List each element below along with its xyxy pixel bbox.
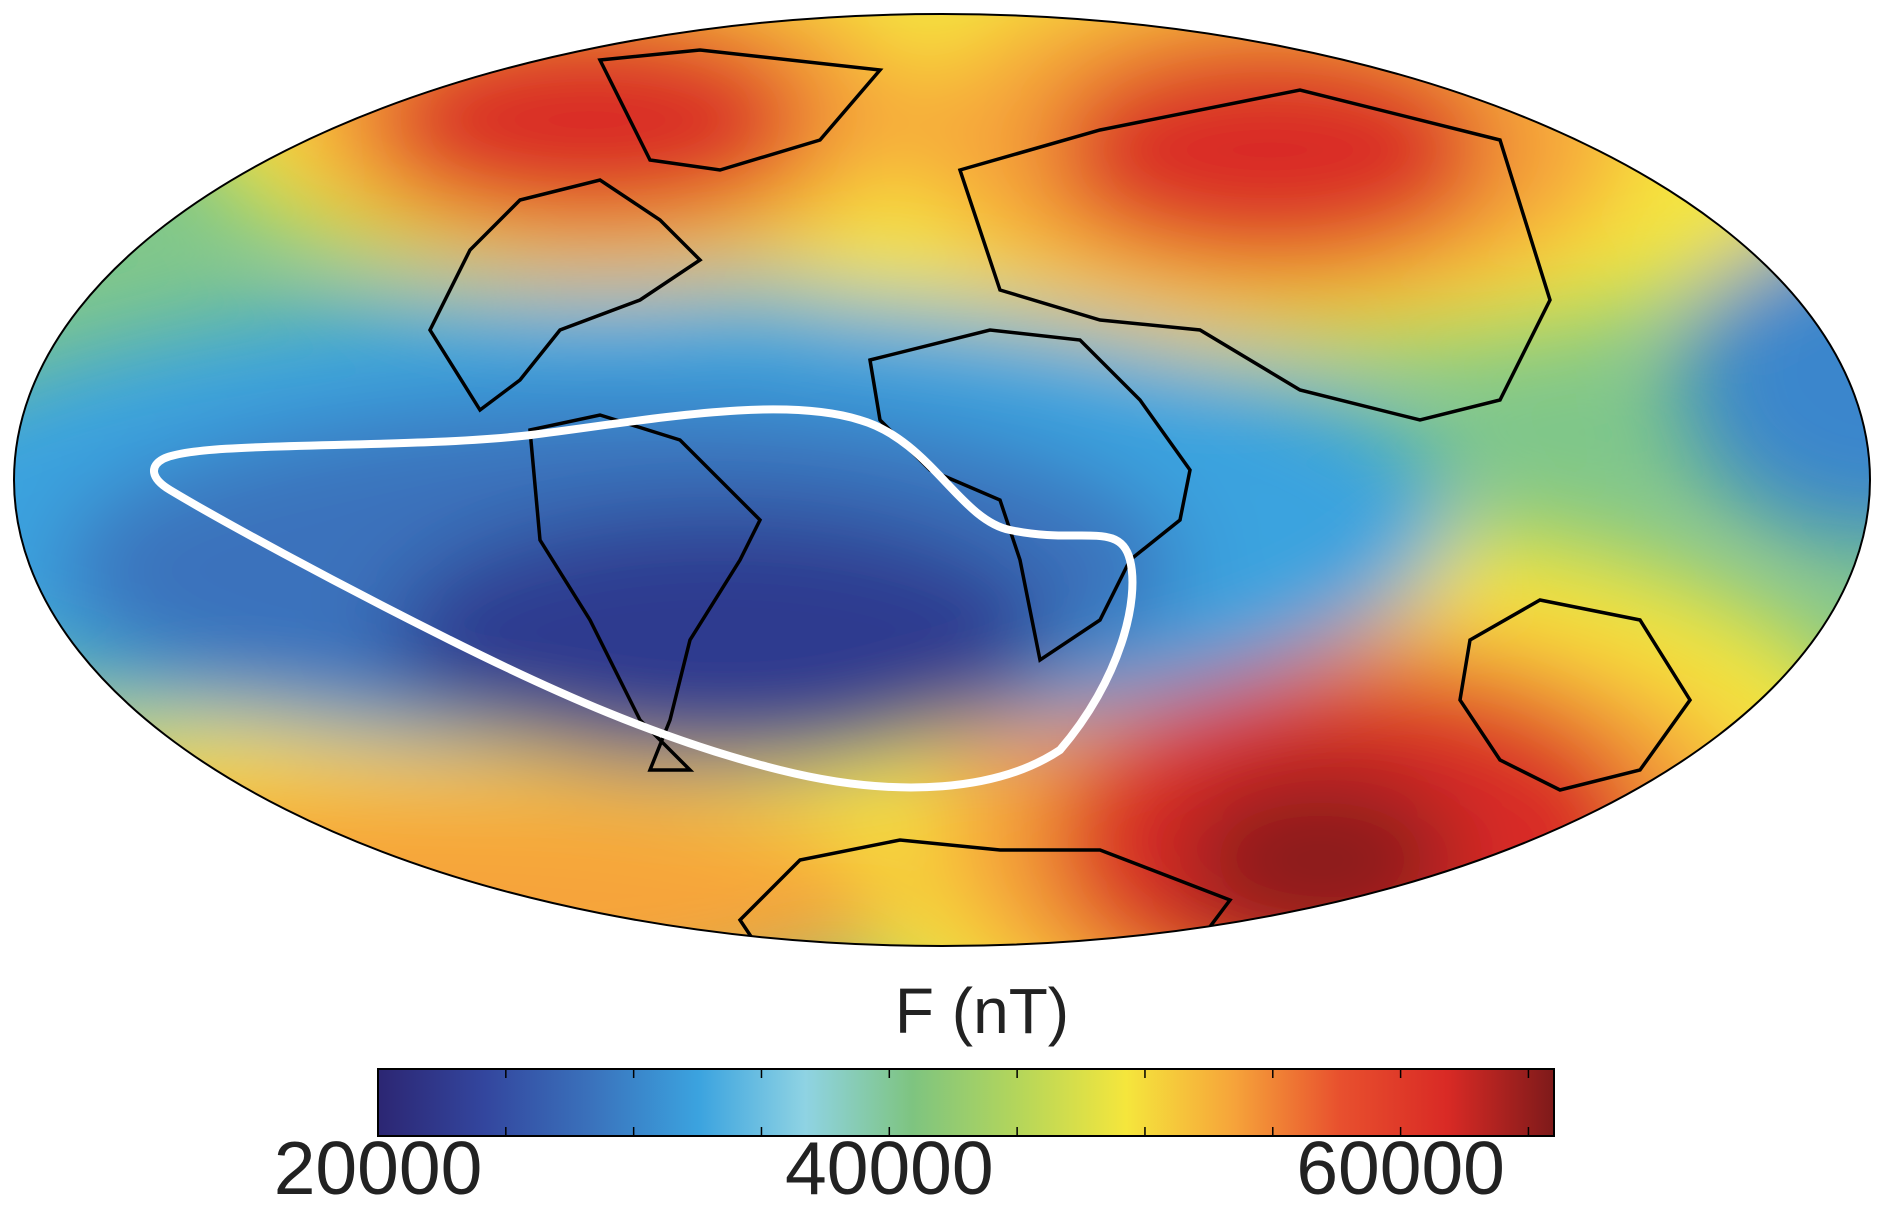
tick-label: 20000 — [274, 1126, 483, 1210]
colorbar: 20000 40000 60000 — [274, 1068, 1555, 1210]
coastlines — [427, 48, 1693, 946]
map-frame — [13, 13, 1871, 947]
tick-label: 40000 — [785, 1126, 994, 1210]
tick-label: 60000 — [1296, 1126, 1505, 1210]
colorbar-title: F (nT) — [895, 975, 1069, 1047]
anomaly-contour — [150, 405, 1137, 792]
colorbar-gradient — [377, 1068, 1555, 1137]
field-map — [14, 14, 1870, 946]
